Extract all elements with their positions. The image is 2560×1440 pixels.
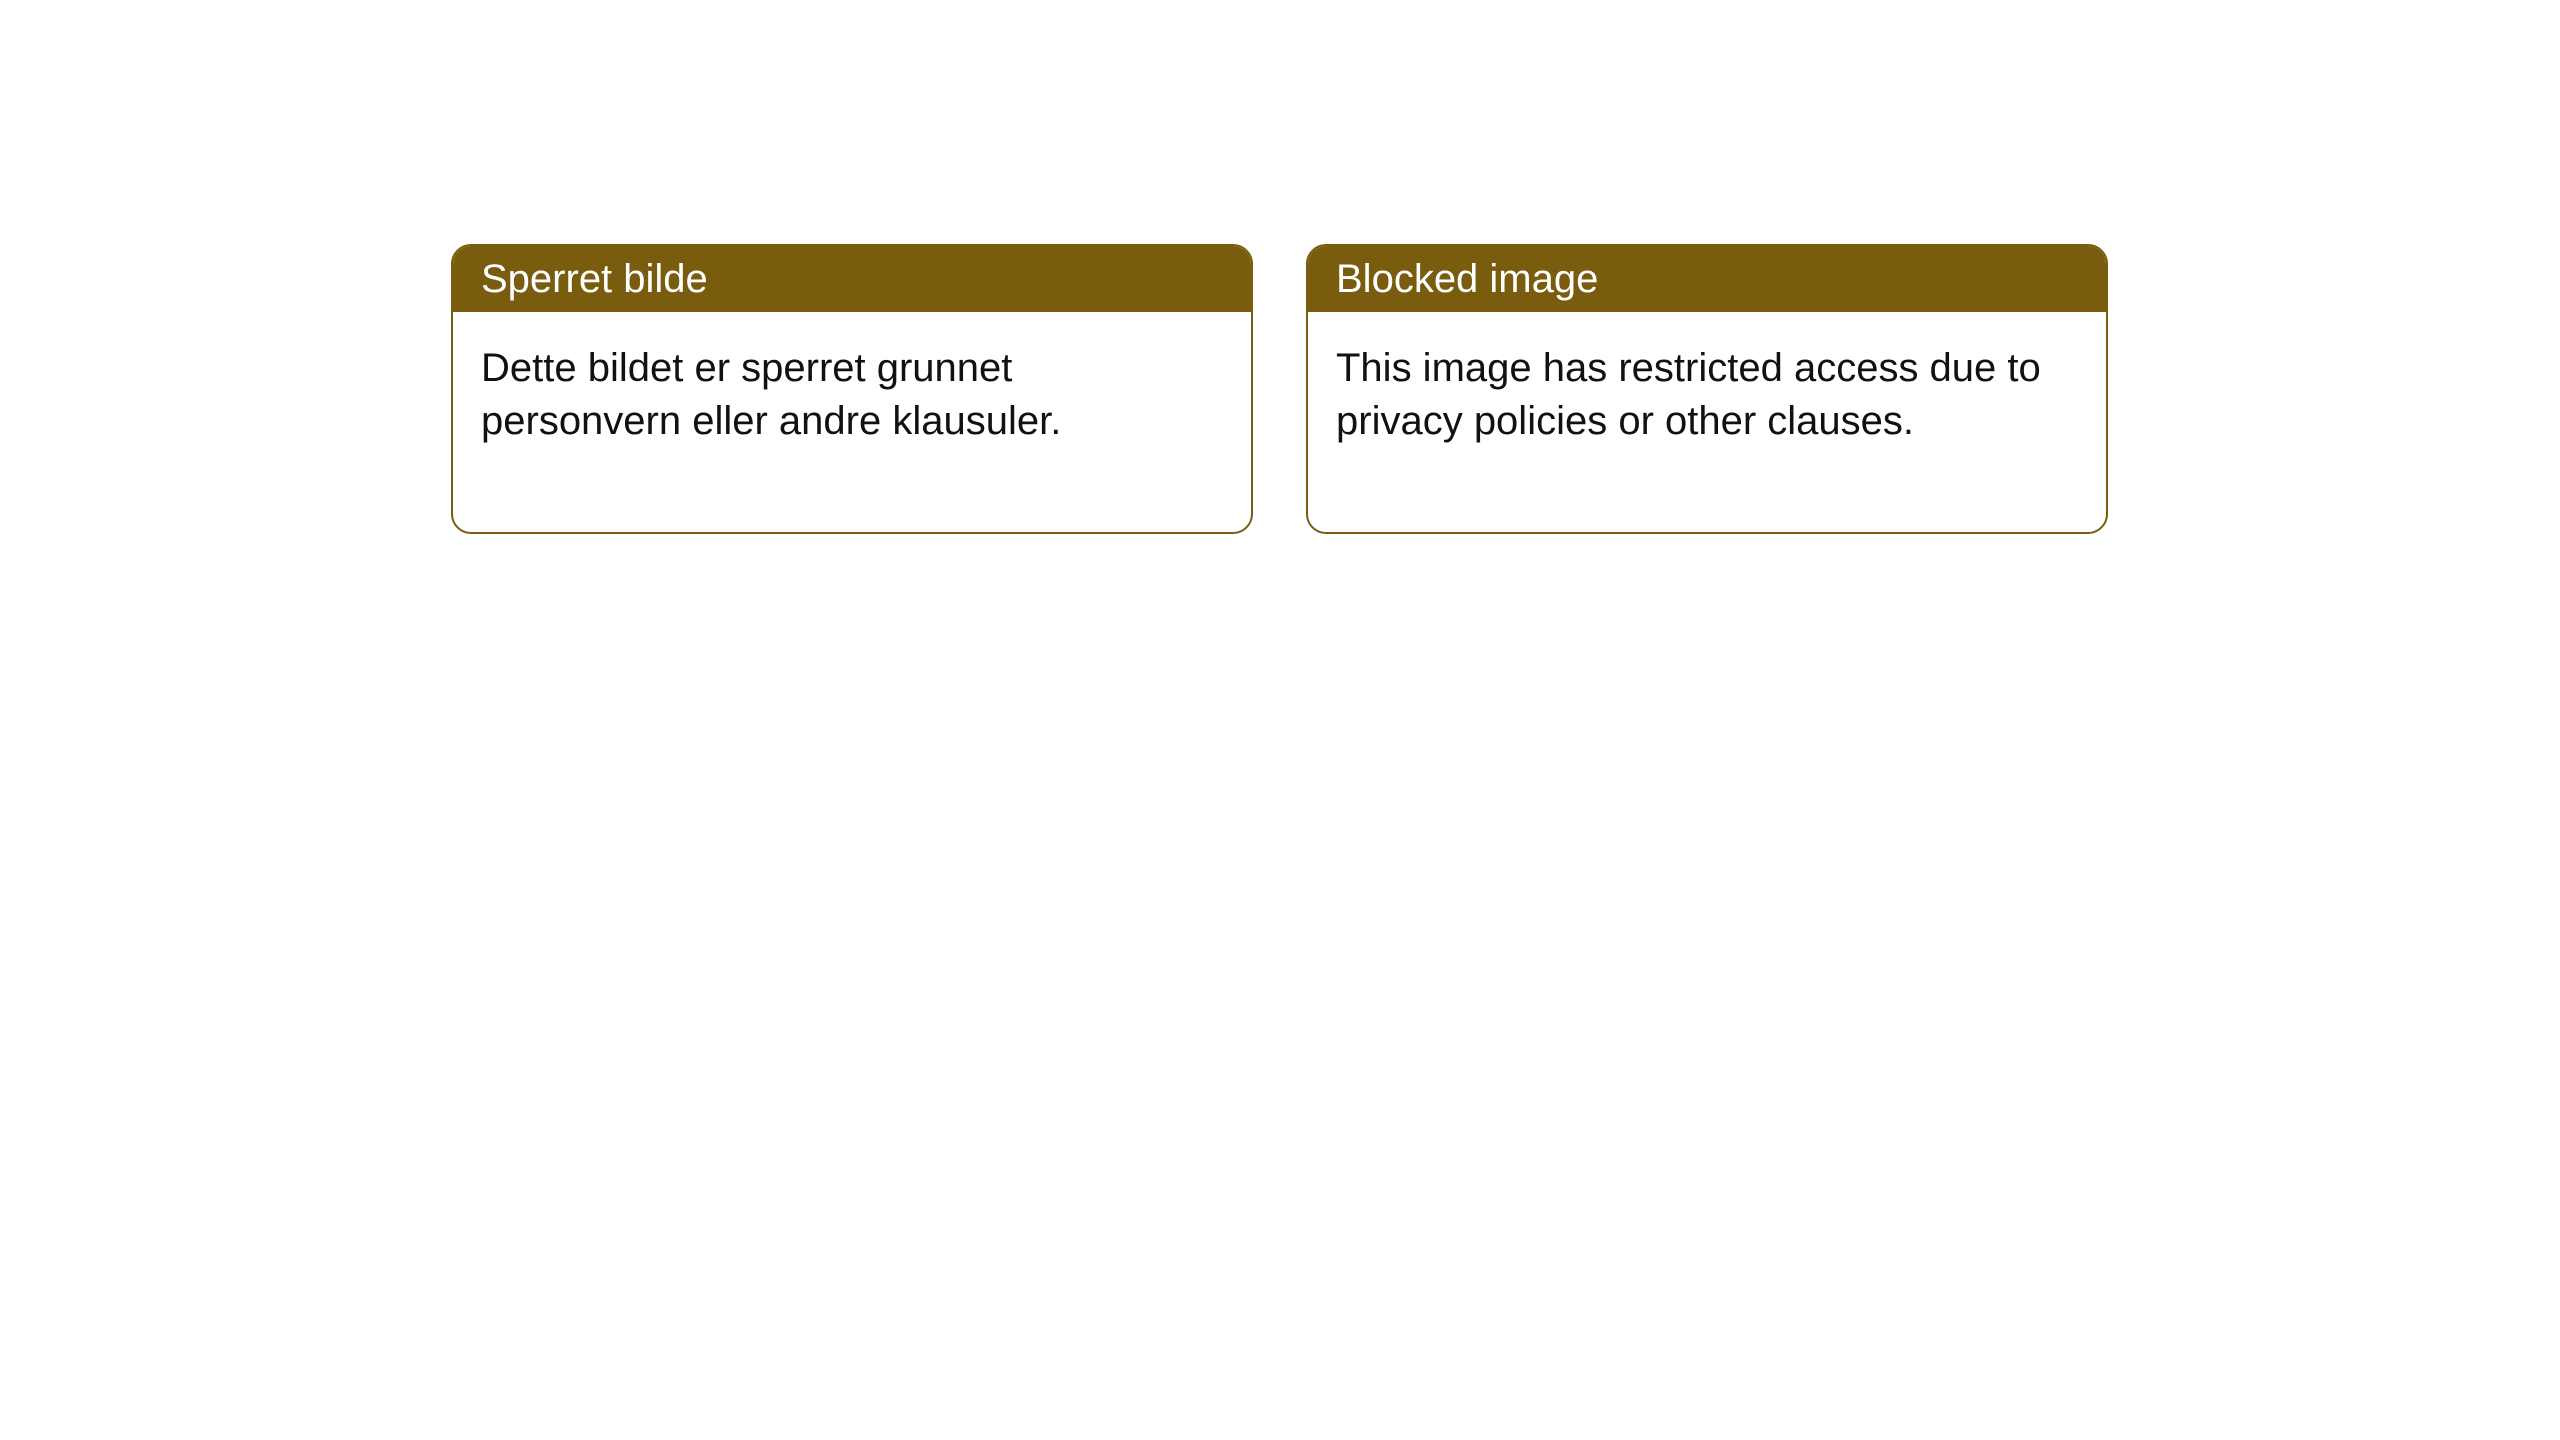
notice-card-body: This image has restricted access due to …	[1308, 312, 2106, 532]
notice-card-title: Blocked image	[1308, 246, 2106, 312]
notice-card-body: Dette bildet er sperret grunnet personve…	[453, 312, 1251, 532]
notice-card-en: Blocked image This image has restricted …	[1306, 244, 2108, 534]
notice-card-title: Sperret bilde	[453, 246, 1251, 312]
notice-cards-row: Sperret bilde Dette bildet er sperret gr…	[0, 0, 2560, 534]
notice-card-no: Sperret bilde Dette bildet er sperret gr…	[451, 244, 1253, 534]
